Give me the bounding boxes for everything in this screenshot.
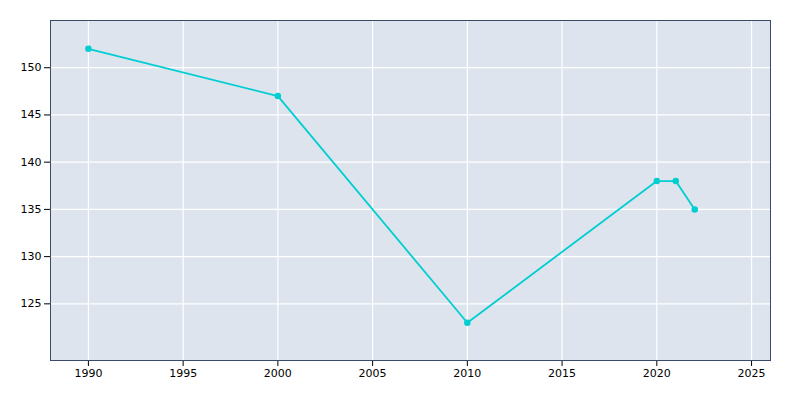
svg-text:150: 150 — [21, 61, 42, 74]
svg-text:130: 130 — [21, 250, 42, 263]
svg-text:2020: 2020 — [643, 367, 671, 380]
svg-text:1990: 1990 — [74, 367, 102, 380]
svg-text:145: 145 — [21, 108, 42, 121]
svg-text:2015: 2015 — [548, 367, 576, 380]
svg-text:2025: 2025 — [738, 367, 766, 380]
svg-text:2005: 2005 — [359, 367, 387, 380]
svg-text:125: 125 — [21, 297, 42, 310]
svg-text:2000: 2000 — [264, 367, 292, 380]
svg-text:1995: 1995 — [169, 367, 197, 380]
svg-text:135: 135 — [21, 203, 42, 216]
svg-text:2010: 2010 — [453, 367, 481, 380]
svg-text:140: 140 — [21, 156, 42, 169]
